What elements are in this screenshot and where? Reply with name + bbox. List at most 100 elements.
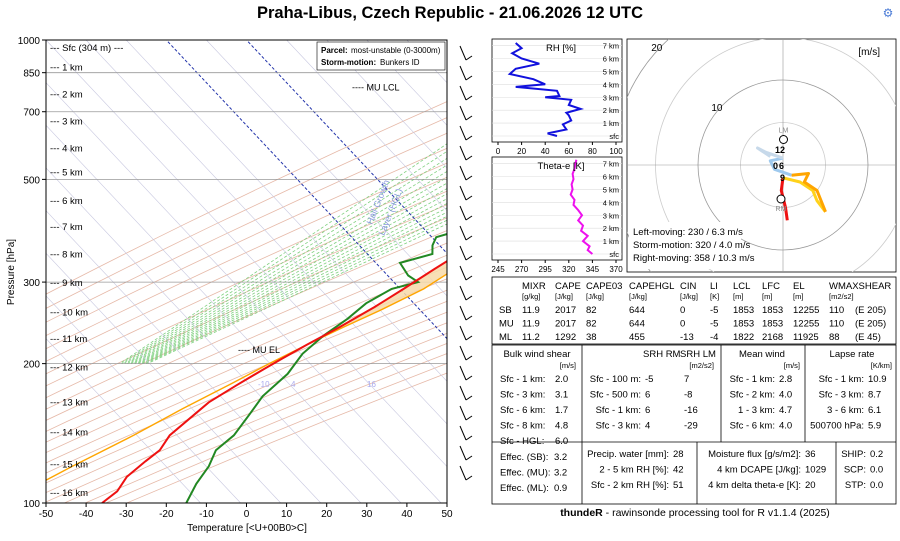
table-header: CAPEHGL <box>629 281 674 292</box>
mean-wind-unit: [m/s] <box>784 361 800 370</box>
rh-x-tick-label: 60 <box>564 147 573 156</box>
hodograph-rm-marker <box>776 194 786 204</box>
wind-barb <box>459 265 467 281</box>
bulk-shear-unit: [m/s] <box>560 361 576 370</box>
height-label: --- 7 km <box>50 222 83 233</box>
rh-x-tick-label: 100 <box>609 147 623 156</box>
mean-wind-label: 1 - 3 km: <box>738 405 775 416</box>
rh-height-label: 4 km <box>603 80 619 89</box>
effec-label: Effec. (SB): <box>500 452 548 463</box>
hodograph-lm-label: LM <box>779 128 789 135</box>
wind-barb <box>459 465 467 481</box>
rh-height-label: 3 km <box>603 93 619 102</box>
moisture-flux-value: 36 <box>805 449 816 460</box>
rh-height-label: 5 km <box>603 67 619 76</box>
bulk-shear-value: 6.0 <box>555 436 568 447</box>
dry-adiabat <box>46 217 447 399</box>
height-label: --- 2 km <box>50 90 83 101</box>
table-cell: SB <box>499 305 512 316</box>
moisture-flux-label: 4 km DCAPE [J/kg]: <box>717 465 801 476</box>
composite-value: 0.2 <box>870 449 883 460</box>
isotherm-line <box>46 338 201 503</box>
table-cell: 11.2 <box>522 332 540 343</box>
legend-box <box>316 41 446 71</box>
isotherm-line <box>125 40 447 382</box>
height-label: --- 3 km <box>50 116 83 127</box>
table-cell: (E 205) <box>855 319 886 330</box>
moisture-flux-label: 4 km delta theta-e [K]: <box>708 480 801 491</box>
y-tick-label: 200 <box>23 360 40 371</box>
isotherm-line <box>46 252 281 503</box>
rh-x-tick-label: 20 <box>517 147 526 156</box>
bulk-shear-label: Sfc - HGL: <box>500 436 544 447</box>
hodograph-unit: [m/s] <box>858 47 880 58</box>
table-header-unit: [g/kg] <box>522 292 540 301</box>
mixing-ratio-label: 16 <box>367 380 376 389</box>
temperature-curve <box>101 260 447 503</box>
x-tick-label: 20 <box>321 509 333 520</box>
srh-rm-value: 6 <box>645 405 650 416</box>
height-label: --- 14 km <box>50 427 88 438</box>
thetae-height-label: 7 km <box>603 160 619 169</box>
x-tick-label: -50 <box>39 509 54 520</box>
wind-barb-flag <box>465 315 473 321</box>
wind-barb-flag <box>465 115 473 121</box>
wind-barb <box>459 105 467 121</box>
main-table-frame <box>491 276 897 345</box>
table-cell: 38 <box>586 332 597 343</box>
moist-adiabat <box>130 182 447 364</box>
srh-rm-value: -5 <box>645 374 653 385</box>
wind-barb <box>459 445 467 461</box>
isotherm-line <box>326 40 447 169</box>
dry-adiabat <box>46 266 447 443</box>
isotherm-line <box>165 40 447 340</box>
wind-barb <box>459 65 467 81</box>
wind-barb-flag <box>465 355 473 361</box>
table-cell: 11.9 <box>522 305 540 316</box>
wind-barb <box>459 145 467 161</box>
table-cell: 110 <box>829 305 844 316</box>
thetae-height-label: 6 km <box>603 173 619 182</box>
table-cell: ML <box>499 332 512 343</box>
table-cell: 455 <box>629 332 645 343</box>
table-header: MIXR <box>522 281 546 292</box>
wind-barb-flag <box>465 135 473 141</box>
x-tick-label: 50 <box>441 509 453 520</box>
isotherm-label: -10 <box>258 380 270 389</box>
wind-barb-flag <box>465 415 473 421</box>
x-tick-label: -30 <box>119 509 134 520</box>
x-tick-label: -10 <box>199 509 214 520</box>
hodograph-motion-bg <box>629 222 741 269</box>
settings-icon[interactable]: ⚙ <box>882 6 894 20</box>
srh-rm-value: 4 <box>645 421 650 432</box>
thetae-x-tick-label: 370 <box>609 265 623 274</box>
effec-label: Effec. (MU): <box>500 468 551 479</box>
table-cell: 1292 <box>555 332 576 343</box>
table-cell: (E 45) <box>855 332 881 343</box>
moisture-label: Sfc - 2 km RH [%]: <box>591 480 669 491</box>
moist-adiabat <box>143 215 447 364</box>
hodograph-km-label: 12 <box>775 145 785 155</box>
table-cell: 1853 <box>733 305 754 316</box>
hodograph-ring-label: 20 <box>651 43 663 54</box>
rh-x-tick-label: 40 <box>541 147 550 156</box>
isotherm-line <box>206 40 447 297</box>
srh-label: Sfc - 500 m: <box>590 390 641 401</box>
srh-lm-value: 7 <box>684 374 689 385</box>
lapse-rate-value: 6.1 <box>868 405 881 416</box>
legend-storm-value: Bunkers ID <box>380 58 420 67</box>
wind-barb-flag <box>465 75 473 81</box>
table-cell: 1853 <box>762 319 783 330</box>
lapse-rate-value: 5.9 <box>868 421 881 432</box>
table-cell: 88 <box>829 332 840 343</box>
dry-adiabat <box>46 230 447 410</box>
table-header-unit: [K] <box>710 292 719 301</box>
hodograph-ring-label: 10 <box>711 103 723 114</box>
y-axis-label: Pressure [hPa] <box>6 239 17 305</box>
chart-title: Praha-Libus, Czech Republic - 21.06.2026… <box>256 4 644 22</box>
hodograph-trace <box>791 172 827 213</box>
dry-adiabat <box>46 300 447 474</box>
bulk-shear-label: Sfc - 6 km: <box>500 405 545 416</box>
srh-label: Sfc - 3 km: <box>596 421 641 432</box>
table-cell: 110 <box>829 319 844 330</box>
